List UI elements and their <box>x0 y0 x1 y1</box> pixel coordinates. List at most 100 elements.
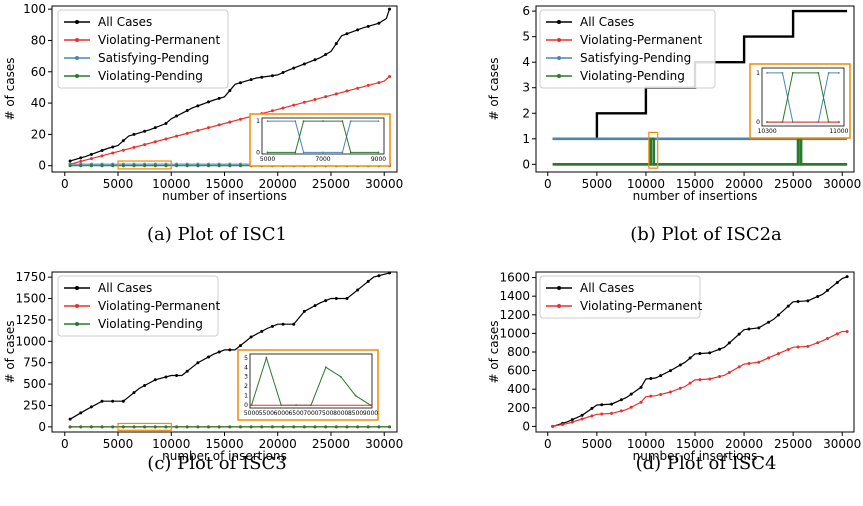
data-point <box>89 425 93 429</box>
y-tick-label: 80 <box>31 33 46 47</box>
legend-label: All Cases <box>98 15 152 29</box>
data-point <box>111 399 115 403</box>
legend-label: Violating-Permanent <box>580 299 702 313</box>
data-point <box>668 369 672 373</box>
data-point <box>121 399 125 403</box>
data-point <box>757 326 761 330</box>
data-point <box>377 274 381 278</box>
y-tick-label: 3 <box>522 81 530 95</box>
data-point <box>698 378 702 382</box>
legend-marker <box>75 322 79 326</box>
data-point <box>196 164 200 168</box>
x-tick-label: 25000 <box>774 177 812 191</box>
data-point <box>238 164 242 168</box>
data-point <box>767 356 771 360</box>
data-point <box>132 164 136 168</box>
data-point <box>132 425 136 429</box>
x-tick-label: 15000 <box>676 437 714 451</box>
y-tick-label: 1600 <box>499 271 530 285</box>
data-point <box>249 425 253 429</box>
data-point <box>79 425 83 429</box>
data-point <box>260 425 264 429</box>
data-point <box>659 392 663 396</box>
inset-data-point <box>377 151 380 154</box>
data-point <box>688 356 692 360</box>
data-point <box>217 164 221 168</box>
y-tick-label: 1 <box>522 132 530 146</box>
data-point <box>561 423 564 427</box>
x-tick-label: 10000 <box>152 177 190 191</box>
x-tick-label: 30000 <box>823 437 861 451</box>
data-point <box>292 425 296 429</box>
x-tick-label: 10000 <box>152 437 190 451</box>
data-point <box>366 83 370 87</box>
data-point <box>551 424 555 428</box>
data-point <box>806 299 810 303</box>
data-point <box>111 425 115 429</box>
data-point <box>270 324 274 328</box>
data-point <box>185 164 189 168</box>
data-point <box>302 100 306 104</box>
legend-label: All Cases <box>580 15 634 29</box>
data-point <box>121 148 125 152</box>
y-tick-label: 500 <box>23 377 46 391</box>
x-tick-label: 0 <box>61 177 69 191</box>
data-point <box>228 120 232 124</box>
data-point <box>377 81 381 85</box>
data-point <box>366 24 370 28</box>
inset-data-point <box>349 120 352 123</box>
y-tick-label: 20 <box>31 127 46 141</box>
inset-y-tick-label: 1 <box>756 70 760 77</box>
inset-x-tick-label: 7000 <box>303 410 318 417</box>
data-point <box>121 164 125 168</box>
data-point <box>345 297 349 301</box>
data-point <box>281 322 285 326</box>
inset-x-tick-label: 10300 <box>758 128 777 135</box>
legend-marker <box>557 304 561 308</box>
data-point <box>313 97 317 101</box>
data-point <box>324 299 328 303</box>
data-point <box>100 154 104 158</box>
y-tick-label: 5 <box>522 30 530 44</box>
data-point <box>164 121 168 125</box>
inset-data-point <box>322 120 324 123</box>
inset-data-point <box>302 151 305 154</box>
data-point <box>629 392 633 396</box>
inset-y-tick-label: 1 <box>256 118 260 125</box>
data-point <box>164 375 168 379</box>
y-tick-label: 2 <box>522 106 530 120</box>
inset-data-point <box>817 72 820 74</box>
data-point <box>806 344 810 348</box>
data-point <box>313 425 317 429</box>
inset-y-tick-label: 0 <box>244 402 248 409</box>
y-tick-label: 200 <box>507 401 530 415</box>
data-point <box>324 95 328 99</box>
data-point <box>100 425 104 429</box>
legend-marker <box>75 20 79 24</box>
data-point <box>619 409 623 413</box>
data-point <box>260 329 264 333</box>
data-point <box>668 390 672 394</box>
data-point <box>175 425 179 429</box>
data-point <box>570 418 574 422</box>
data-point <box>639 385 643 389</box>
y-axis-label: # of cases <box>3 320 17 383</box>
legend-box <box>539 275 701 319</box>
y-tick-label: 800 <box>507 345 530 359</box>
inset-data-point <box>781 72 784 74</box>
data-point <box>121 425 125 429</box>
legend-label: All Cases <box>580 281 634 295</box>
data-point <box>737 365 741 369</box>
figure-caption: (d) Plot of ISC4 <box>636 453 777 474</box>
data-point <box>835 332 839 336</box>
figure-caption: (c) Plot of ISC3 <box>147 453 286 474</box>
data-point <box>786 347 790 351</box>
legend-marker <box>557 286 561 290</box>
inset-axes <box>761 67 845 127</box>
x-tick-label: 20000 <box>259 177 297 191</box>
data-point <box>727 370 731 374</box>
legend-label: Violating-Pending <box>98 69 203 83</box>
data-point <box>185 131 189 135</box>
y-axis-label: # of cases <box>3 57 17 120</box>
data-point <box>388 271 392 275</box>
